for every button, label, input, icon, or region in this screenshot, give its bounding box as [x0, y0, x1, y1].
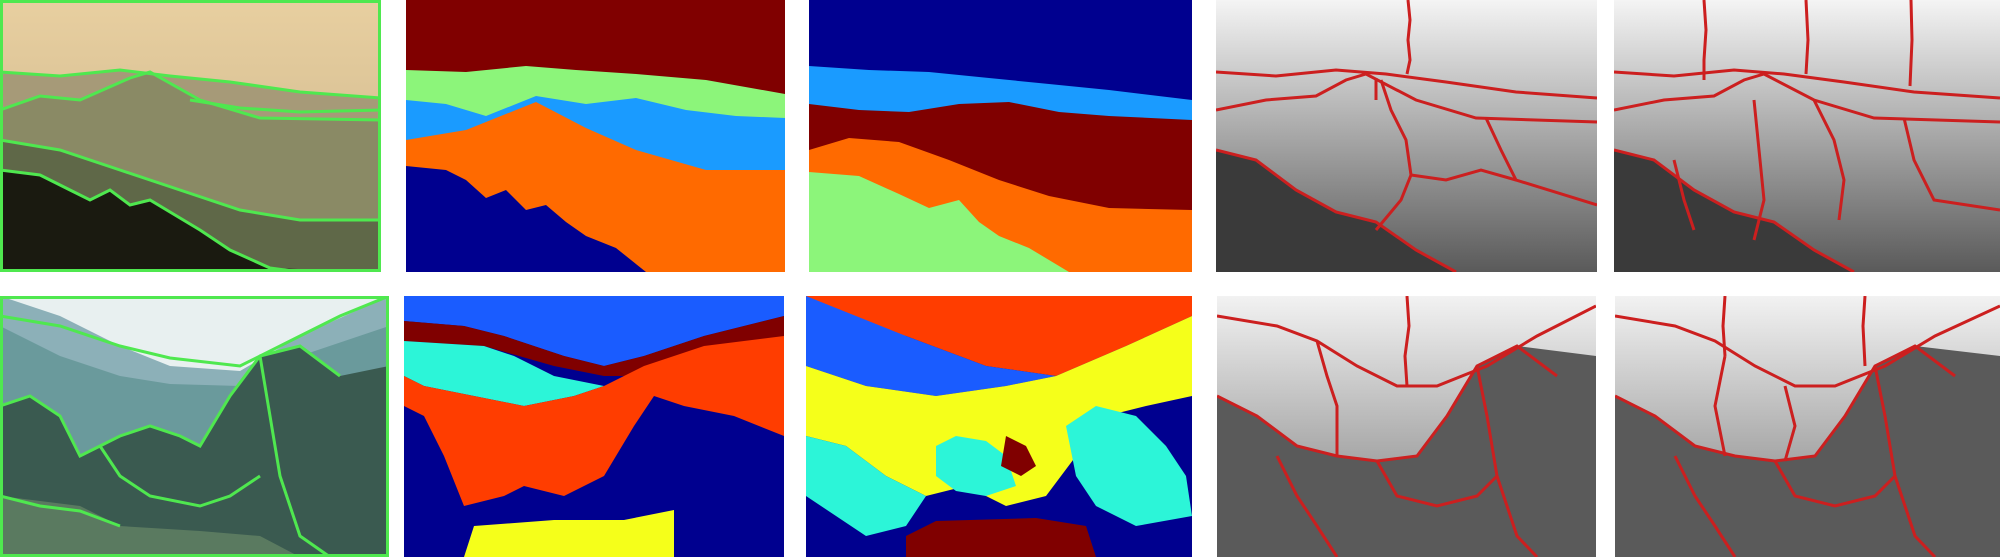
row2-boundary-overlay-b	[1615, 296, 2000, 557]
row1-segmentation-map-b	[809, 0, 1192, 272]
row2-original-image	[0, 296, 389, 557]
row2-segmentation-map-b	[806, 296, 1192, 557]
row1-segmentation-map-a	[406, 0, 785, 272]
row1-boundary-overlay-b	[1614, 0, 2000, 272]
row1-boundary-overlay-a	[1216, 0, 1597, 272]
row2-segmentation-map-a	[404, 296, 784, 557]
row1-original-image	[0, 0, 381, 272]
row2-boundary-overlay-a	[1217, 296, 1596, 557]
